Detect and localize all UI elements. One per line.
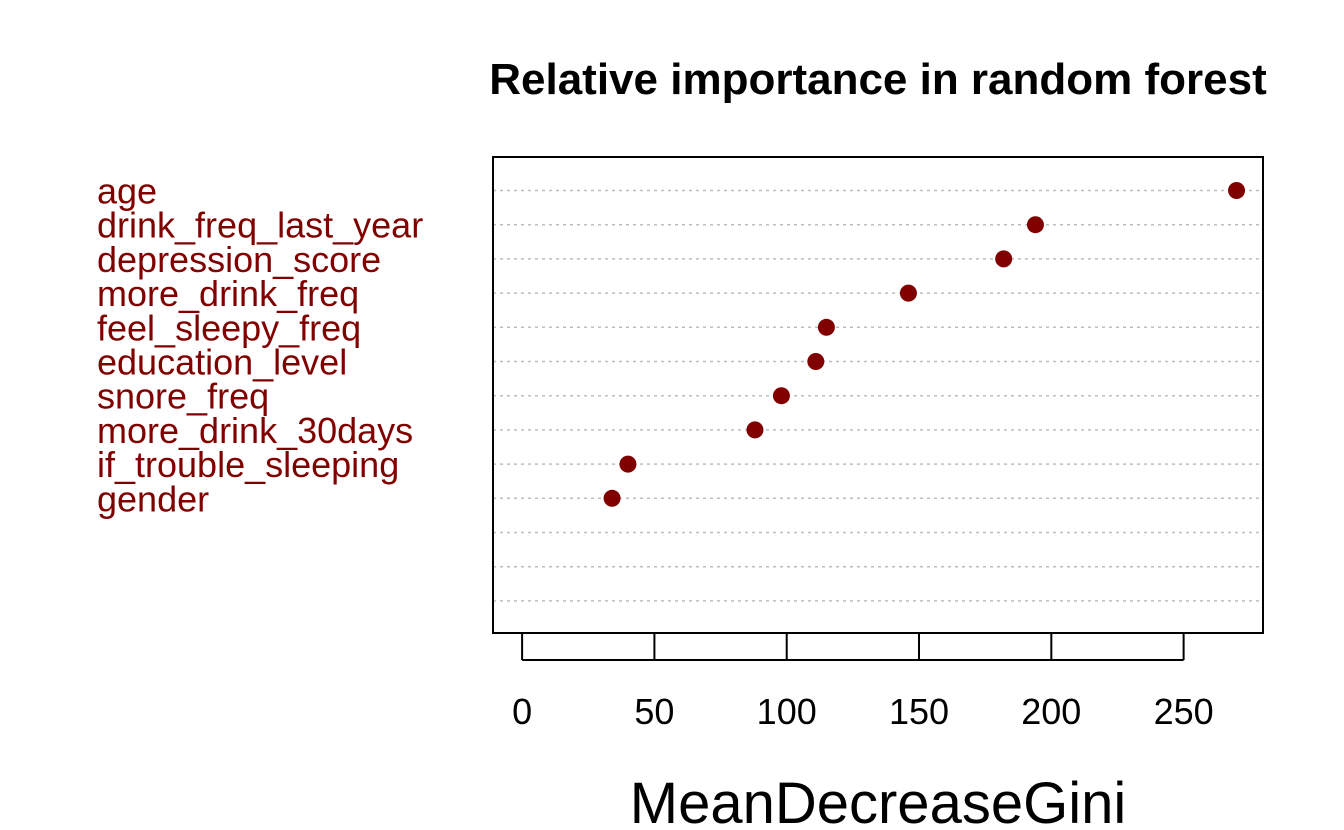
category-label: gender bbox=[97, 478, 209, 519]
x-tick-label: 50 bbox=[634, 691, 674, 732]
data-point bbox=[899, 284, 917, 302]
category-label: if_trouble_sleeping bbox=[97, 444, 399, 485]
data-point bbox=[1026, 216, 1044, 234]
x-axis-label: MeanDecreaseGini bbox=[630, 771, 1126, 830]
data-point bbox=[1228, 182, 1246, 199]
category-label: feel_sleepy_freq bbox=[97, 307, 361, 348]
category-label: snore_freq bbox=[97, 376, 269, 417]
data-point bbox=[817, 318, 835, 336]
x-tick-label: 250 bbox=[1154, 691, 1214, 732]
x-axis: 0 50 100 150 200 250 bbox=[512, 634, 1214, 732]
x-tick-label: 100 bbox=[757, 691, 817, 732]
data-point bbox=[619, 455, 637, 473]
x-tick-label: 0 bbox=[512, 691, 532, 732]
category-label: more_drink_freq bbox=[97, 273, 359, 314]
data-point bbox=[746, 421, 764, 439]
data-point bbox=[603, 489, 621, 507]
data-point bbox=[772, 387, 790, 405]
grid-lines bbox=[493, 189, 1263, 602]
category-label: more_drink_30days bbox=[97, 410, 413, 451]
category-labels: agedrink_freq_last_yeardepression_scorem… bbox=[97, 171, 423, 520]
category-label: education_level bbox=[97, 342, 347, 383]
chart-title: Relative importance in random forest bbox=[489, 55, 1267, 104]
data-points bbox=[603, 182, 1246, 507]
data-point bbox=[807, 353, 825, 370]
data-point bbox=[995, 250, 1013, 268]
plot-frame bbox=[492, 156, 1264, 634]
x-tick-label: 200 bbox=[1021, 691, 1081, 732]
category-label: age bbox=[97, 171, 157, 212]
category-label: drink_freq_last_year bbox=[97, 205, 423, 246]
category-label: depression_score bbox=[97, 239, 381, 280]
x-tick-label: 150 bbox=[889, 691, 949, 732]
